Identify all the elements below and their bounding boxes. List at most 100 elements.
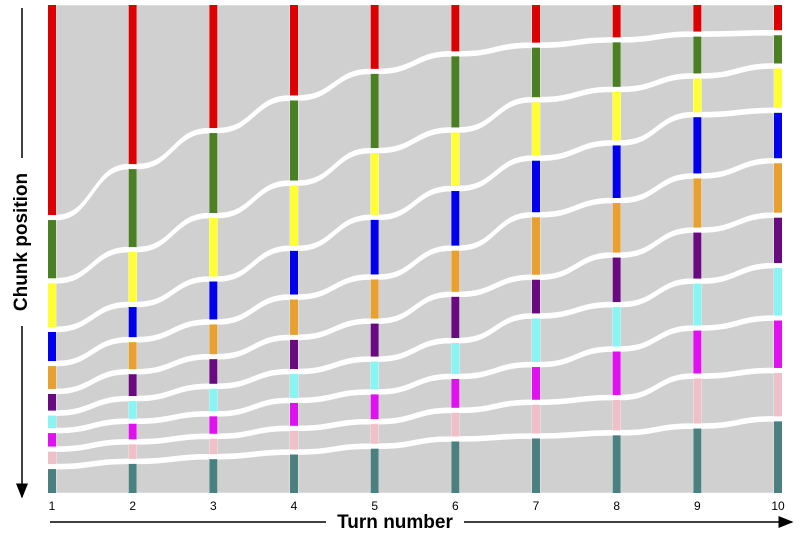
x-tick-label: 5 [371, 499, 378, 513]
segment [290, 100, 298, 181]
segment [774, 35, 782, 64]
segment [774, 68, 782, 108]
flow [701, 112, 775, 174]
flow [378, 250, 452, 319]
segment [693, 378, 702, 424]
segment [693, 78, 702, 113]
flow [136, 358, 210, 397]
segment [532, 160, 540, 213]
x-tick-label: 9 [694, 499, 701, 513]
x-tick-label: 1 [49, 499, 56, 513]
segment [370, 5, 379, 69]
segment [290, 5, 298, 96]
segment [612, 91, 621, 141]
flow [297, 423, 371, 450]
segment [532, 102, 540, 156]
segment [612, 351, 621, 396]
segment [128, 169, 137, 248]
segment [693, 36, 702, 74]
x-tick-label: 6 [452, 499, 459, 513]
flow [459, 4, 533, 52]
flow [297, 394, 371, 427]
segment [370, 73, 379, 149]
segment [370, 361, 379, 390]
segment [451, 191, 460, 246]
segment [128, 374, 137, 397]
flow [217, 454, 291, 494]
flows [55, 4, 775, 494]
segment [209, 324, 218, 355]
segment [532, 217, 540, 275]
x-label-bg [326, 511, 464, 535]
segment [209, 133, 218, 214]
flow [136, 132, 210, 248]
flow [55, 463, 129, 494]
segment [128, 5, 137, 165]
segment [128, 307, 137, 338]
flow [378, 342, 452, 390]
segment [451, 250, 460, 292]
flow [378, 412, 452, 445]
x-tick-label: 4 [291, 499, 298, 513]
segment [532, 47, 540, 98]
flow [136, 324, 210, 370]
segment [774, 163, 782, 213]
segment [209, 5, 218, 129]
segment [209, 438, 218, 455]
flow [539, 91, 613, 157]
segment [451, 132, 460, 187]
segment [612, 435, 621, 493]
segment [370, 323, 379, 357]
flow [459, 438, 533, 494]
segment [48, 433, 56, 447]
segment [370, 394, 379, 420]
flow [136, 388, 210, 420]
segment [451, 296, 460, 339]
segment [48, 393, 56, 411]
segment [48, 5, 56, 216]
flow [620, 78, 694, 141]
segment [612, 42, 621, 87]
flow [620, 232, 694, 303]
flow [378, 4, 452, 70]
segment [774, 5, 782, 31]
segment [693, 330, 702, 374]
flow [459, 160, 533, 246]
segment [612, 307, 621, 347]
flow [701, 372, 775, 424]
flow [539, 435, 613, 494]
flow [136, 281, 210, 338]
segment [48, 451, 56, 465]
flow [136, 438, 210, 460]
segment [774, 320, 782, 368]
segment [290, 374, 298, 398]
segment [451, 5, 460, 52]
flow [620, 330, 694, 396]
flow [620, 178, 694, 253]
flow [701, 421, 775, 494]
bars [48, 5, 782, 493]
flow [297, 448, 371, 494]
flow [297, 4, 371, 96]
x-tick-label: 3 [210, 499, 217, 513]
flow [136, 4, 210, 165]
segment [532, 367, 540, 400]
segment [451, 378, 460, 408]
segment [290, 430, 298, 450]
y-label-bg [10, 158, 34, 326]
segment [370, 448, 379, 493]
segment [532, 404, 540, 434]
segment [693, 283, 702, 326]
segment [290, 454, 298, 493]
flow [620, 4, 694, 38]
flow [459, 47, 533, 128]
segment [48, 366, 56, 389]
segment [532, 318, 540, 363]
segment [128, 252, 137, 303]
flow [459, 404, 533, 437]
flow [136, 217, 210, 303]
flow [459, 279, 533, 339]
flow [136, 458, 210, 494]
x-tick-label: 10 [771, 499, 785, 513]
